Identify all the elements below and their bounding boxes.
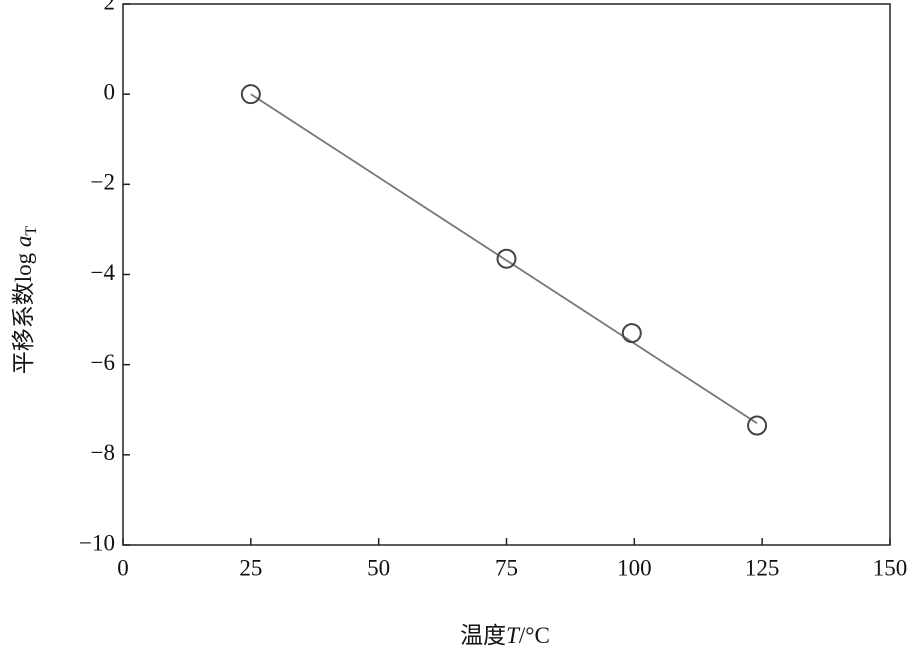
y-tick-label: −2 bbox=[91, 170, 115, 195]
plot-frame bbox=[122, 3, 891, 546]
x-tick-label: 50 bbox=[367, 555, 390, 580]
data-point bbox=[747, 415, 768, 436]
y-tick-label: 0 bbox=[104, 79, 116, 104]
y-tick-label: −6 bbox=[91, 350, 115, 375]
x-tick-label: 75 bbox=[495, 555, 518, 580]
data-point bbox=[240, 84, 261, 105]
x-tick-label: 100 bbox=[617, 555, 652, 580]
x-axis-label: 温度T/°C bbox=[460, 623, 550, 648]
x-tick-label: 25 bbox=[239, 555, 262, 580]
fit-line bbox=[250, 93, 758, 425]
data-point bbox=[496, 248, 517, 269]
x-tick-label: 125 bbox=[745, 555, 780, 580]
y-tick-label: −8 bbox=[91, 440, 115, 465]
x-tick-label: 150 bbox=[873, 555, 908, 580]
data-point bbox=[621, 323, 642, 344]
y-tick-label: −10 bbox=[79, 530, 115, 555]
x-tick-label: 0 bbox=[117, 555, 129, 580]
y-axis-label: 平移系数log aT bbox=[11, 226, 39, 375]
y-tick-label: 2 bbox=[104, 0, 116, 14]
y-tick-label: −4 bbox=[91, 260, 116, 285]
